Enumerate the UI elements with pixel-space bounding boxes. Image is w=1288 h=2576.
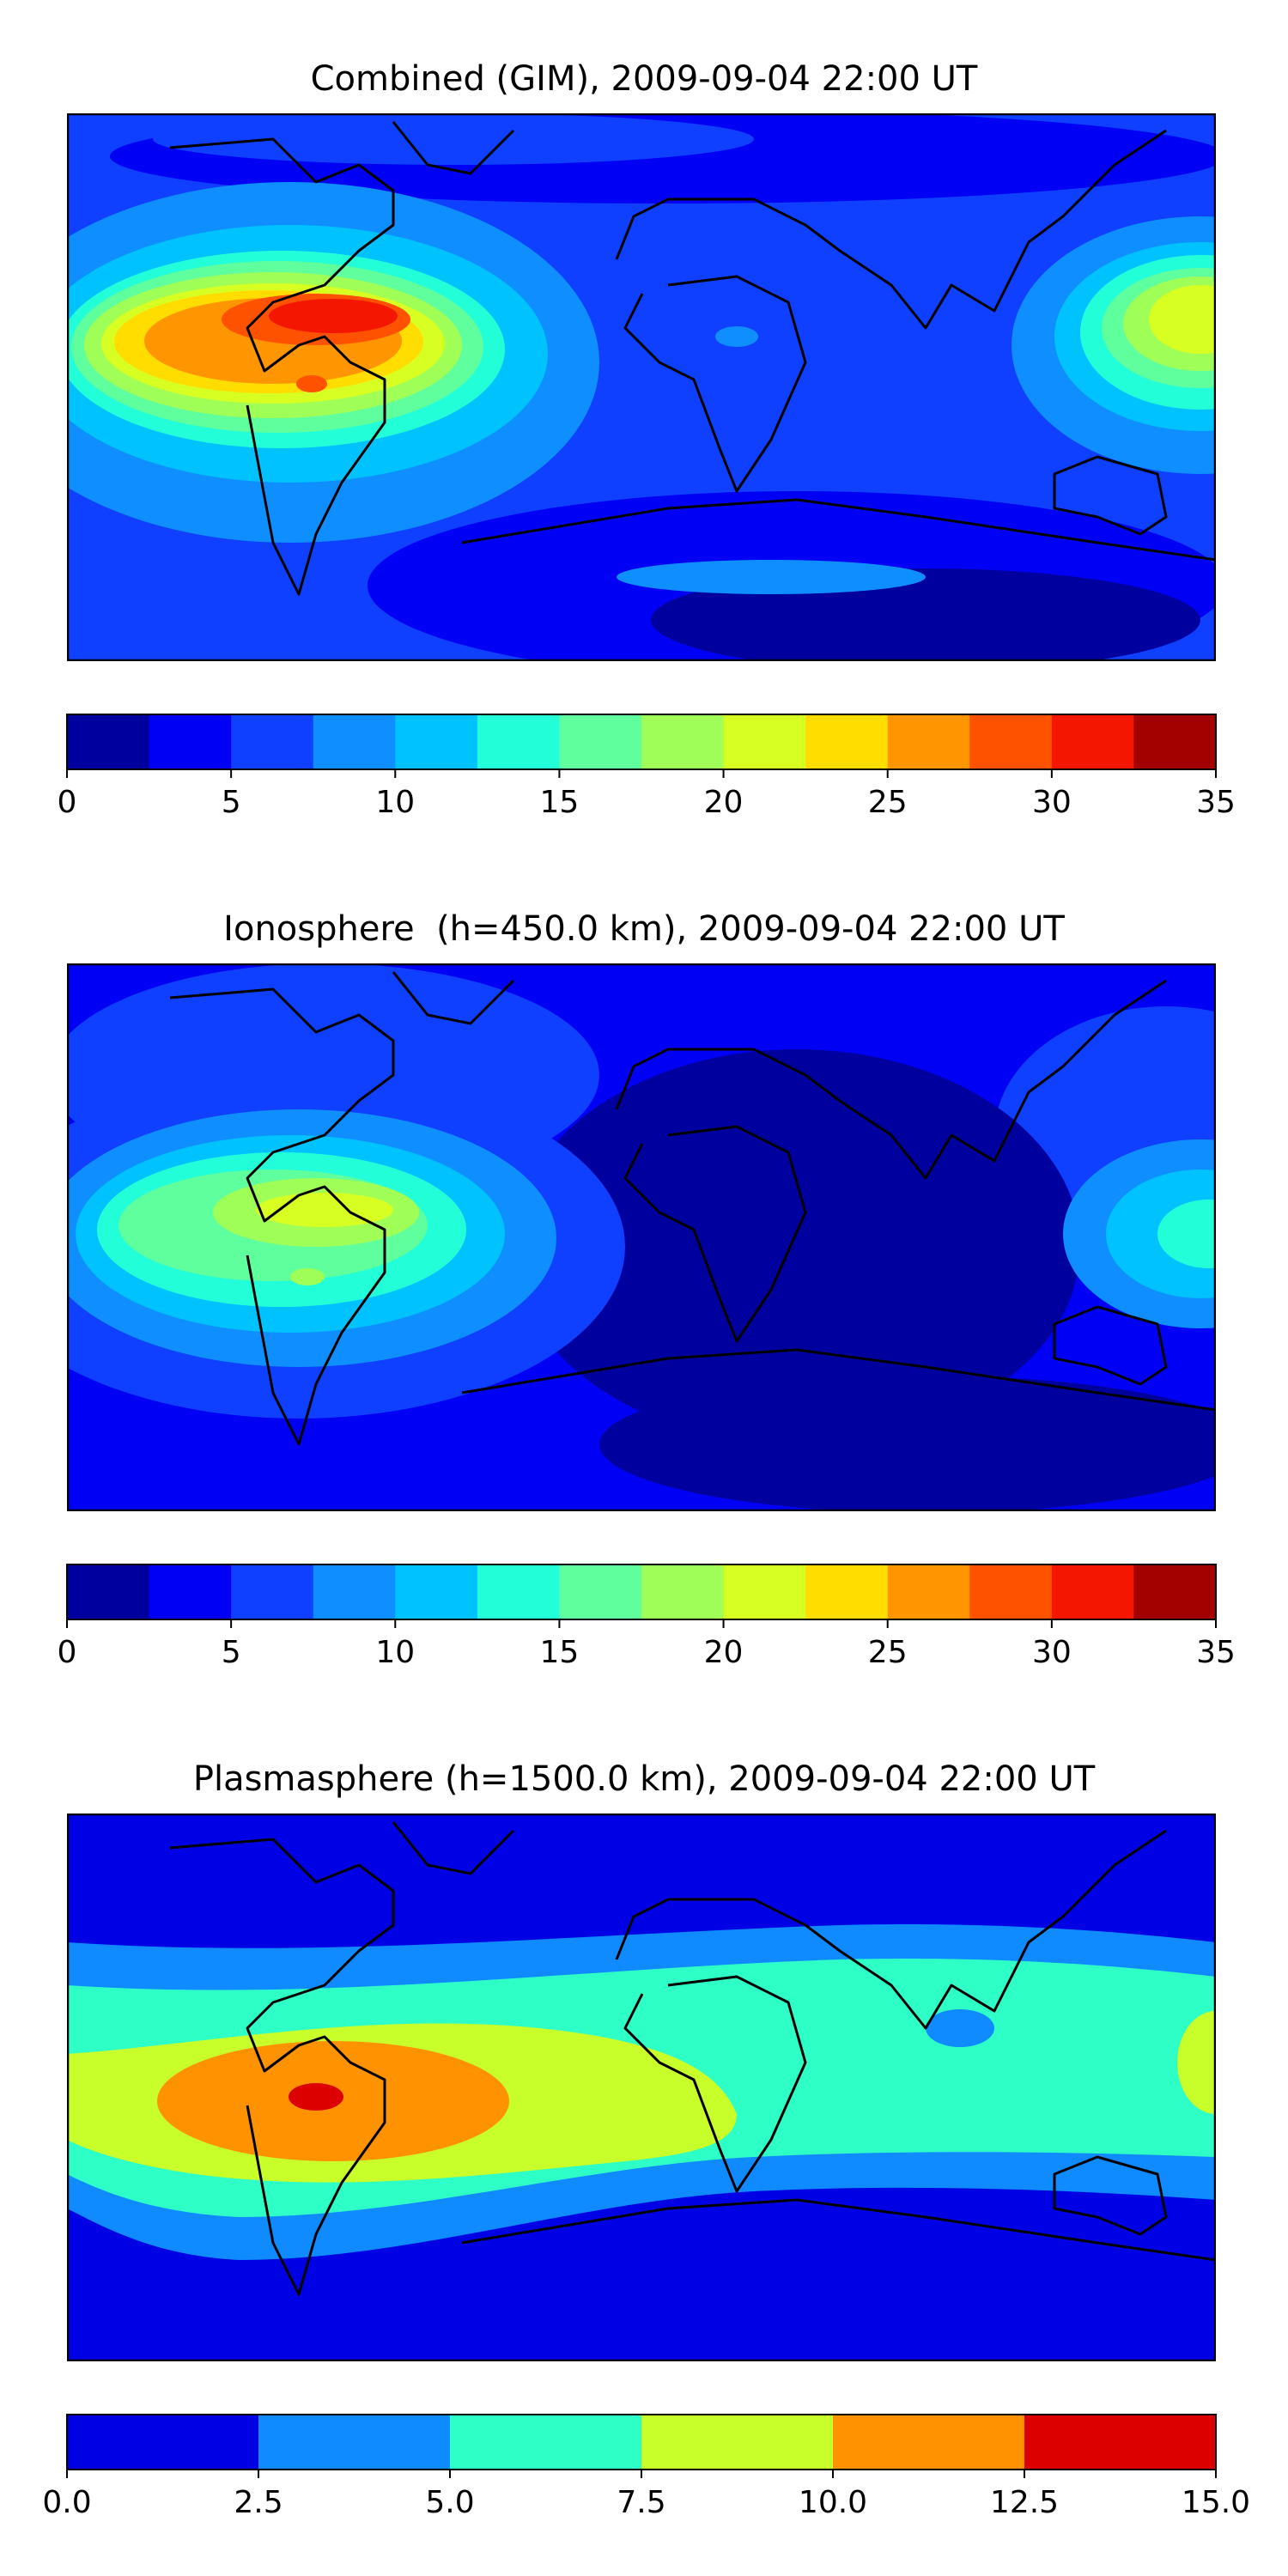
chart-title: Ionosphere (h=450.0 km), 2009-09-04 22:0… xyxy=(223,909,1065,949)
colorbar-bin xyxy=(67,1564,150,1619)
coastlines xyxy=(169,121,1216,596)
colorbar-bin xyxy=(641,2415,834,2470)
colorbar-tick-label: 35 xyxy=(1196,1635,1236,1670)
colorbar-tick-label: 25 xyxy=(868,1635,908,1670)
colorbar-bin xyxy=(67,2415,259,2470)
colorbar-bin xyxy=(641,714,725,769)
colorbar-bin xyxy=(1051,714,1134,769)
colorbar-bin xyxy=(723,714,806,769)
colorbar-tick-label: 2.5 xyxy=(234,2485,283,2520)
colorbar-bin xyxy=(231,1564,314,1619)
colorbar-tick-label: 30 xyxy=(1032,785,1072,820)
colorbar-bin xyxy=(477,714,560,769)
map-plot xyxy=(67,113,1216,661)
colorbar-bin xyxy=(723,1564,806,1619)
colorbar-bin xyxy=(395,714,478,769)
colorbar-tick-label: 20 xyxy=(704,785,744,820)
colorbar-bin xyxy=(641,1564,725,1619)
colorbar-bin xyxy=(887,1564,970,1619)
colorbar-bin xyxy=(149,1564,232,1619)
colorbar-tick-label: 30 xyxy=(1032,1635,1072,1670)
colorbar-tick-label: 5.0 xyxy=(425,2485,474,2520)
contour-fill-ionosphere xyxy=(67,963,1216,1511)
colorbar-tick-label: 35 xyxy=(1196,785,1236,820)
colorbar-bin xyxy=(149,714,232,769)
contour-fill-combined xyxy=(67,113,1216,661)
colorbar-bin xyxy=(805,1564,889,1619)
colorbar-tick-label: 0.0 xyxy=(42,2485,91,2520)
coastlines xyxy=(169,1821,1216,2296)
colorbar-bin xyxy=(231,714,314,769)
colorbar-bin xyxy=(1133,1564,1217,1619)
colorbar-tick-label: 15.0 xyxy=(1182,2485,1250,2520)
colorbar-tick-label: 7.5 xyxy=(617,2485,665,2520)
colorbar-bin xyxy=(477,1564,560,1619)
contour-fill-plasmasphere xyxy=(67,1814,1216,2361)
colorbar-tick-label: 20 xyxy=(704,1635,744,1670)
colorbar-bin xyxy=(313,1564,396,1619)
colorbar-bin xyxy=(1024,2415,1217,2470)
colorbar-tick-label: 25 xyxy=(868,785,908,820)
colorbar-tick-label: 5 xyxy=(222,1635,241,1670)
colorbar-bin xyxy=(395,1564,478,1619)
colorbar-tick-label: 15 xyxy=(540,785,580,820)
colorbar-tick-label: 12.5 xyxy=(990,2485,1059,2520)
colorbar-tick-label: 5 xyxy=(222,785,241,820)
colorbar-tick-label: 15 xyxy=(540,1635,580,1670)
colorbar-bin xyxy=(805,714,889,769)
colorbar: 0.0 2.5 5.0 7.5 10.0 12.5 15.0 xyxy=(42,2414,1250,2520)
colorbar-bin xyxy=(258,2415,451,2470)
colorbar-bin xyxy=(969,1564,1053,1619)
colorbar-tick-label: 10.0 xyxy=(799,2485,867,2520)
map-plot xyxy=(67,963,1216,1511)
colorbar-bin xyxy=(559,714,642,769)
colorbar-bin xyxy=(833,2415,1025,2470)
colorbar-tick-label: 10 xyxy=(375,1635,415,1670)
colorbar-bin xyxy=(313,714,396,769)
colorbar-bin xyxy=(969,714,1053,769)
colorbar-bin xyxy=(1133,714,1217,769)
map-plot xyxy=(67,1814,1216,2361)
coastlines xyxy=(169,971,1216,1446)
colorbar: 0 5 10 15 20 25 30 35 xyxy=(58,1564,1236,1670)
colorbar-bin xyxy=(1051,1564,1134,1619)
colorbar-tick-label: 10 xyxy=(375,785,415,820)
colorbar-bin xyxy=(67,714,150,769)
colorbar-bin xyxy=(559,1564,642,1619)
colorbar-bin xyxy=(450,2415,642,2470)
colorbar-tick-label: 0 xyxy=(58,1635,77,1670)
colorbar-bin xyxy=(887,714,970,769)
chart-title: Plasmasphere (h=1500.0 km), 2009-09-04 2… xyxy=(192,1759,1096,1799)
colorbar-tick-label: 0 xyxy=(58,785,77,820)
chart-title: Combined (GIM), 2009-09-04 22:00 UT xyxy=(310,59,978,99)
colorbar: 0 5 10 15 20 25 30 35 xyxy=(58,714,1236,820)
